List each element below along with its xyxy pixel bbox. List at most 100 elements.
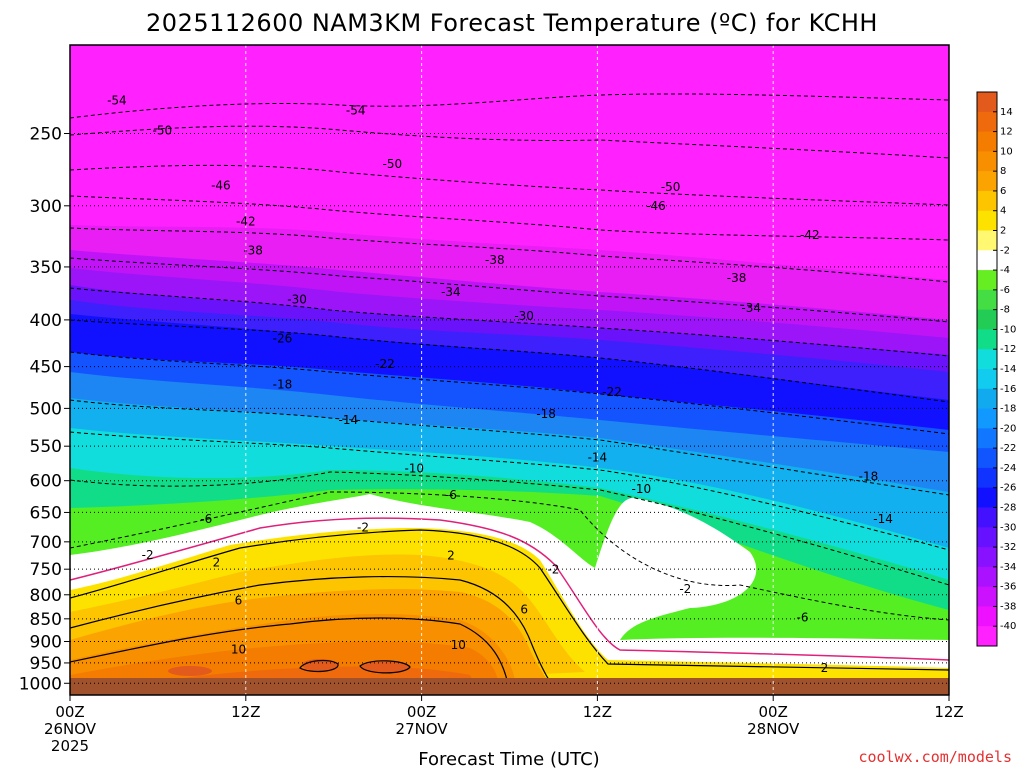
contour-label: 2 [213,555,221,569]
contour-label: -26 [273,331,293,345]
contour-label-text: -22 [375,357,395,371]
contour-label-text: -6 [797,610,809,624]
colorbar-label: 12 [1000,127,1013,138]
x-tick-label: 00Z [407,703,436,721]
contour-label-text: 10 [451,638,466,652]
contour-label: 10 [451,638,466,652]
colorbar-legend: 14 12 10 8 6 4 2 -2 -4 -6 -8 -10 -12 -14 -16 -18 -20 -22 -… [976,91,1016,647]
contour-label-text: -34 [441,285,461,299]
contour-label-text: -10 [632,482,652,496]
x-tick-label: 00Z [55,703,84,721]
colorbar-label: -6 [1000,285,1010,296]
contour-label: -2 [547,563,559,577]
colorbar-swatch [977,250,997,271]
colorbar-label: -38 [1000,601,1016,612]
colorbar-swatch [977,151,997,172]
colorbar-label: -18 [1000,404,1016,415]
contour-label: 6 [520,602,528,616]
y-tick-label: 950 [30,654,62,674]
contour-label-text: -14 [588,451,608,465]
colorbar-swatch [977,92,997,113]
warm-cell-2 [361,661,409,673]
colorbar-label: 6 [1000,186,1006,197]
contour-label: -14 [588,451,608,465]
colorbar-label: -14 [1000,364,1016,375]
colorbar-label: -20 [1000,423,1016,434]
credit-text: coolwx.com/models [858,748,1012,766]
colorbar-label: -24 [1000,463,1016,474]
x-tick-label: 27NOV [396,720,449,738]
contour-label-text: -50 [661,180,681,194]
contour-label: -18 [536,407,556,421]
contour-label-text: 2 [447,549,455,563]
contour-label-text: -50 [152,123,172,137]
contour-label-text: -2 [142,548,154,562]
contour-label-text: -14 [339,413,359,427]
contour-label: -50 [382,157,402,171]
contour-label-text: -26 [273,331,293,345]
colorbar-label: -8 [1000,305,1010,316]
contour-label-text: 2 [821,661,829,675]
x-tick-label: 2025 [51,737,89,755]
contour-label: -50 [152,123,172,137]
contour-label-text: -18 [859,470,879,484]
ground-surface [70,678,949,695]
colorbar-swatch [977,487,997,508]
colorbar-swatch [977,527,997,548]
colorbar-label: -34 [1000,562,1016,573]
contour-label-text: -54 [346,104,366,118]
contour-label: -54 [346,104,366,118]
colorbar-swatch [977,606,997,627]
contour-labels: -54 -54 -50 -50 -50 -46 -46 -42 -42 -38 -38 -38 -34 -… [107,93,893,675]
colorbar-label: -22 [1000,443,1016,454]
y-axis: 2503003504004505005506006507007508008509… [19,124,70,694]
contour-label: 2 [821,661,829,675]
colorbar-swatch [977,289,997,311]
colorbar-label: -30 [1000,522,1016,533]
colorbar-swatch [977,210,997,231]
colorbar-label: -32 [1000,542,1016,553]
y-tick-label: 1000 [19,674,62,694]
colorbar-swatch [977,566,997,588]
colorbar-label: -12 [1000,344,1016,355]
colorbar-swatch [977,467,997,489]
colorbar-swatch [977,111,997,133]
colorbar-swatch [977,309,997,330]
contour-label: -38 [727,271,747,285]
colorbar-label: -10 [1000,324,1016,335]
colorbar-swatch [977,270,997,291]
colorbar-swatch [977,586,997,607]
contour-label-text: -2 [547,563,559,577]
contour-label: -6 [200,512,212,526]
contour-label: -34 [441,285,461,299]
contour-label-text: -30 [514,309,534,323]
contour-label-text: -50 [382,157,402,171]
contour-label: -14 [873,512,893,526]
y-tick-label: 800 [30,586,62,606]
contour-label-text: -18 [536,407,556,421]
contour-label-text: -42 [236,214,256,228]
temperature-field [70,45,949,695]
y-tick-label: 550 [30,437,62,457]
contour-label-text: 6 [235,594,243,608]
y-tick-label: 300 [30,197,62,217]
contour-label-text: -14 [873,512,893,526]
colorbar-swatch [977,190,997,212]
x-tick-label: 12Z [934,703,963,721]
colorbar-swatch [977,408,997,429]
contour-label: -10 [404,462,424,476]
colorbar-label: 14 [1000,107,1013,118]
contour-label-text: -30 [287,293,307,307]
contour-label: -42 [236,214,256,228]
chart-title: 2025112600 NAM3KM Forecast Temperature (… [146,9,878,37]
contour-label-text: -38 [485,253,505,267]
contour-label: 10 [231,642,246,656]
colorbar-label: -16 [1000,384,1016,395]
contour-label: -42 [800,228,820,242]
contour-label: -38 [243,244,263,258]
contour-label: -18 [859,470,879,484]
colorbar-swatch [977,507,997,528]
contour-label: -6 [445,488,457,502]
